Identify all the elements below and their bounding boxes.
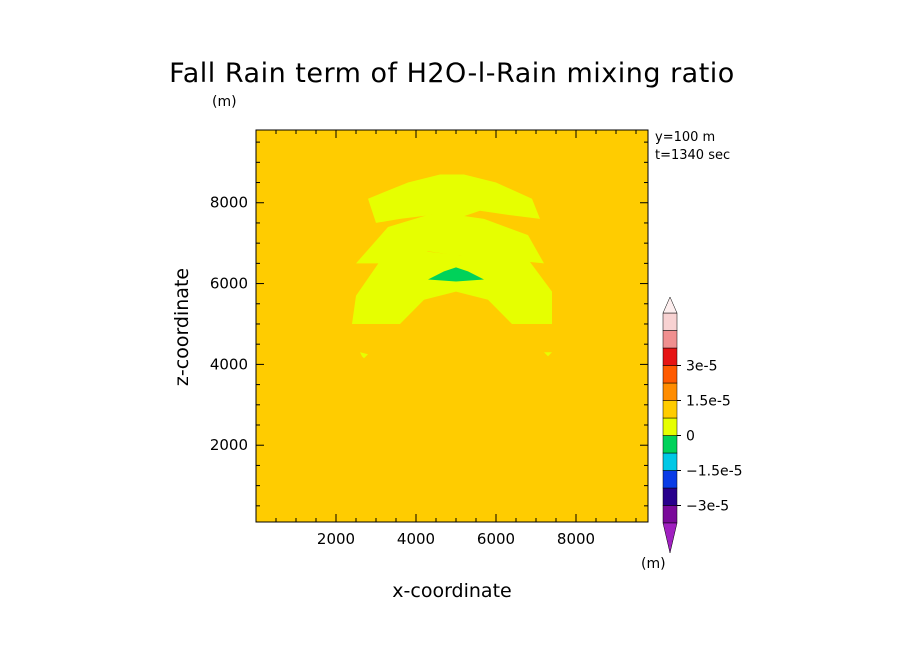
colorbar-swatch [662,417,678,436]
colorbar: 3e-5 1.5e-5 0 −1.5e-5 −3e-5 [662,296,743,554]
x-tick-label: 4000 [397,530,435,548]
chart-title: Fall Rain term of H2O-l-Rain mixing rati… [169,58,735,89]
x-tick-label: 8000 [557,530,595,548]
colorbar-swatch [662,312,678,331]
plot-area [256,130,648,522]
colorbar-swatch [662,470,678,489]
colorbar-swatch [662,400,678,419]
colorbar-unit: (m) [641,556,666,572]
colorbar-swatch [662,382,678,401]
colorbar-swatch [662,347,678,366]
annotation-time: t=1340 sec [655,148,731,163]
axes: 2000 4000 6000 8000 2000 4000 6000 8000 [210,129,649,548]
colorbar-swatch [662,452,678,471]
x-tick-label: 2000 [317,530,355,548]
x-tick-label: 6000 [477,530,515,548]
colorbar-max-arrow [662,296,678,314]
region-right-specks [544,352,552,357]
colorbar-swatch [662,330,678,349]
colorbar-min-arrow [662,522,678,554]
y-tick-label: 8000 [210,194,248,212]
annotation-y-position: y=100 m [655,130,716,145]
colorbar-tick-label: −3e-5 [686,499,729,515]
colorbar-swatch [662,505,678,524]
region-middle-arc [356,214,544,264]
colorbar-tick-label: 0 [686,429,695,445]
colorbar-tick-label: −1.5e-5 [686,464,743,480]
colorbar-tick-label: 1.5e-5 [686,394,731,410]
colorbar-swatch [662,435,678,454]
region-lower-arc [352,251,552,324]
region-upper-arc [368,174,540,223]
region-negative-core [428,267,484,282]
y-tick-label: 4000 [210,355,248,373]
y-tick-label: 2000 [210,436,248,454]
y-tick-label: 6000 [210,275,248,293]
plot-frame [255,129,649,523]
region-left-specks [360,352,368,359]
colorbar-tick-label: 3e-5 [686,359,717,375]
y-axis-unit: (m) [212,94,237,110]
x-axis-label: x-coordinate [392,580,512,602]
colorbar-swatch [662,487,678,506]
colorbar-swatch [662,365,678,384]
